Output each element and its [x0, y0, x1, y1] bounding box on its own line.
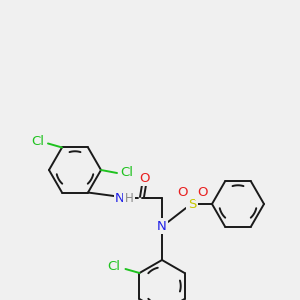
Text: Cl: Cl: [32, 135, 44, 148]
Text: N: N: [157, 220, 167, 232]
Text: Cl: Cl: [107, 260, 120, 274]
Text: O: O: [197, 185, 207, 199]
Text: O: O: [177, 185, 187, 199]
Text: Cl: Cl: [121, 167, 134, 179]
Text: O: O: [139, 172, 149, 184]
Text: N: N: [115, 191, 125, 205]
Text: H: H: [124, 191, 134, 205]
Text: S: S: [188, 197, 196, 211]
